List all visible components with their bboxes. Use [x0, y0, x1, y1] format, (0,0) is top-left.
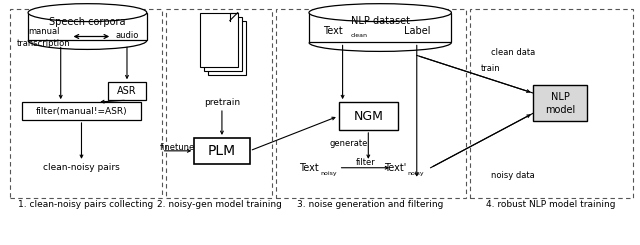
Bar [200, 13, 237, 67]
Bar [22, 102, 141, 120]
Text: Text: Text [323, 25, 342, 36]
Bar [204, 17, 242, 71]
Bar [309, 13, 451, 42]
Text: 1. clean-noisy pairs collecting: 1. clean-noisy pairs collecting [18, 200, 153, 209]
Text: NLP dataset: NLP dataset [351, 16, 410, 25]
Bar [534, 85, 587, 121]
Text: clean data: clean data [491, 48, 535, 57]
Text: Speech corpora: Speech corpora [49, 17, 125, 26]
Bar [470, 9, 634, 197]
Text: clean: clean [351, 33, 367, 38]
Text: noisy: noisy [321, 171, 337, 176]
Bar [108, 82, 146, 100]
Text: 4. robust NLP model training: 4. robust NLP model training [486, 200, 615, 209]
Text: 2. noisy-gen model training: 2. noisy-gen model training [157, 200, 282, 209]
Text: filter: filter [355, 158, 375, 167]
Bar [28, 13, 147, 40]
Ellipse shape [309, 4, 451, 22]
Bar [194, 138, 250, 164]
Bar [339, 102, 398, 130]
Text: train: train [481, 64, 500, 73]
Text: audio: audio [115, 31, 139, 40]
Text: clean-noisy pairs: clean-noisy pairs [43, 163, 120, 172]
Text: generate: generate [330, 139, 368, 148]
Bar [276, 9, 466, 197]
Text: 3. noise generation and filtering: 3. noise generation and filtering [297, 200, 444, 209]
Text: NGM: NGM [353, 110, 383, 122]
Text: NLP
model: NLP model [545, 92, 575, 115]
Ellipse shape [28, 4, 147, 22]
Text: Label: Label [404, 25, 430, 36]
Text: Text: Text [299, 163, 319, 173]
Text: finetune: finetune [160, 143, 196, 152]
Text: Text': Text' [383, 163, 406, 173]
Text: ASR: ASR [117, 86, 137, 96]
Text: filter(manual!=ASR): filter(manual!=ASR) [36, 107, 127, 116]
Text: PLM: PLM [208, 144, 236, 158]
Text: noisy data: noisy data [491, 171, 534, 180]
Text: manual
transcription: manual transcription [17, 27, 70, 48]
Bar [10, 9, 161, 197]
Text: noisy: noisy [408, 171, 424, 176]
Bar [166, 9, 273, 197]
Bar [208, 21, 246, 75]
Text: pretrain: pretrain [204, 98, 240, 107]
